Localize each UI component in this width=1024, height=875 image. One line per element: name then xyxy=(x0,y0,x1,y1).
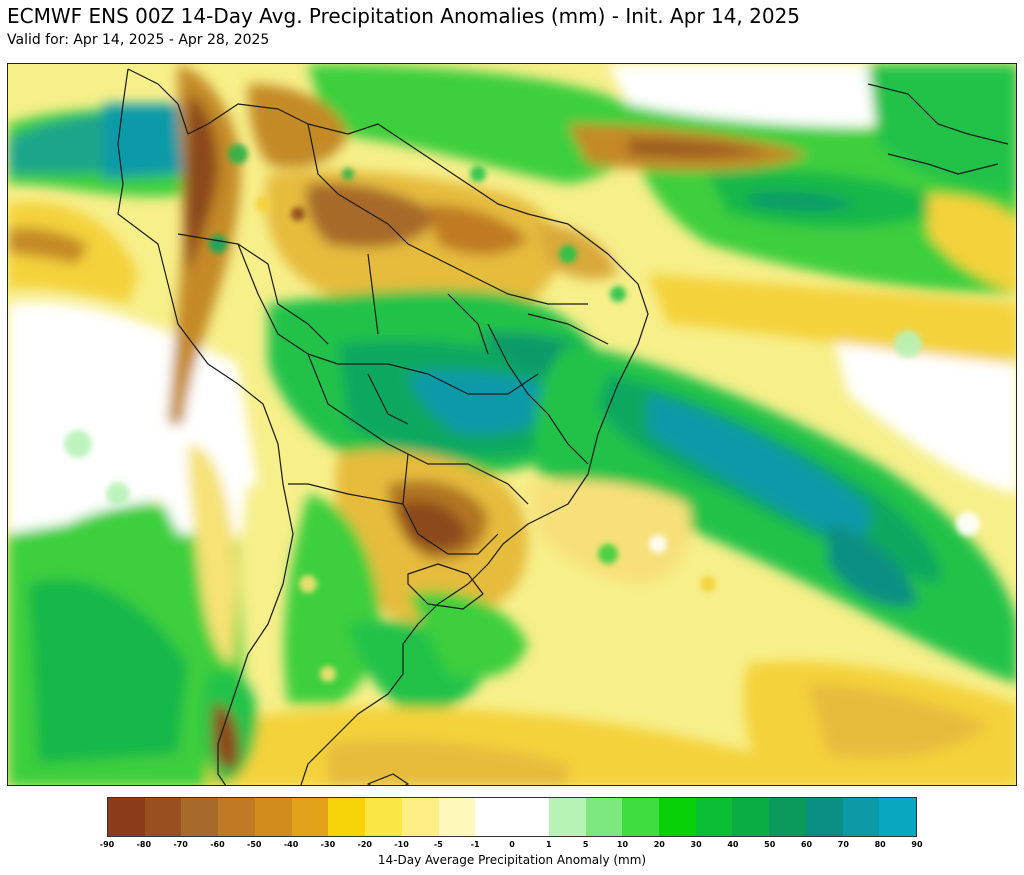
colorbar-swatch xyxy=(438,798,476,836)
colorbar-tick-label: -60 xyxy=(210,840,225,849)
colorbar-swatch xyxy=(805,798,843,836)
country-borders xyxy=(117,68,1009,785)
colorbar-tick-label: -20 xyxy=(357,840,372,849)
colorbar-swatch xyxy=(475,798,513,836)
colorbar-swatch xyxy=(695,798,733,836)
colorbar-tick-label: -70 xyxy=(173,840,188,849)
colorbar-swatch xyxy=(291,798,329,836)
colorbar-tick-label: -80 xyxy=(136,840,152,849)
colorbar-swatch xyxy=(585,798,623,836)
colorbar-tick-label: 10 xyxy=(616,840,629,849)
colorbar-tick-label: 1 xyxy=(546,840,552,849)
map-title: ECMWF ENS 00Z 14-Day Avg. Precipitation … xyxy=(7,4,801,28)
precipitation-anomaly-map[interactable] xyxy=(7,63,1017,786)
colorbar-tick-label: 30 xyxy=(690,840,702,849)
colorbar-swatch xyxy=(659,798,696,836)
colorbar-tick-label: -30 xyxy=(320,840,336,849)
map-canvas xyxy=(8,64,1016,785)
colorbar-tick-label: 90 xyxy=(911,840,923,849)
colorbar-tick-label: 0 xyxy=(509,840,515,849)
colorbar-tick-label: 5 xyxy=(582,840,589,849)
colorbar-tick-label: -10 xyxy=(394,840,409,849)
colorbar-tick-label: -90 xyxy=(99,840,115,849)
colorbar xyxy=(107,797,917,837)
colorbar-tick-label: -5 xyxy=(433,840,443,849)
anomaly-speckles xyxy=(64,144,980,682)
colorbar-swatch xyxy=(548,798,586,836)
colorbar-swatch xyxy=(879,798,917,836)
colorbar-swatch xyxy=(328,798,366,836)
colorbar-label: 14-Day Average Precipitation Anomaly (mm… xyxy=(377,853,647,867)
colorbar-swatch xyxy=(365,798,402,836)
colorbar-tick-label: 20 xyxy=(653,840,665,849)
colorbar-ticks: -90 -80 -70 -60 -50 -40 -30 -20 -10 -5 -1 0 1 5 10 20 30… xyxy=(100,840,923,852)
colorbar-swatch xyxy=(401,798,439,836)
colorbar-tick-label: 80 xyxy=(874,840,886,849)
colorbar-tick-label: 50 xyxy=(764,840,776,849)
colorbar-swatch xyxy=(144,798,182,836)
colorbar-swatch xyxy=(108,798,145,836)
colorbar-swatch xyxy=(512,798,549,836)
colorbar-swatch xyxy=(218,798,255,836)
anomaly-field xyxy=(8,64,1016,785)
colorbar-tick-label: -50 xyxy=(247,840,262,849)
colorbar-swatch xyxy=(622,798,660,836)
colorbar-swatch xyxy=(254,798,292,836)
colorbar-tick-label: -1 xyxy=(470,840,480,849)
colorbar-swatch xyxy=(769,798,806,836)
colorbar-tick-label: -40 xyxy=(283,840,299,849)
colorbar-swatch xyxy=(181,798,219,836)
colorbar-tick-label: 60 xyxy=(800,840,813,849)
colorbar-swatch xyxy=(732,798,770,836)
colorbar-swatch xyxy=(842,798,880,836)
colorbar-tick-label: 70 xyxy=(837,840,849,849)
colorbar-tick-label: 40 xyxy=(727,840,739,849)
map-subtitle: Valid for: Apr 14, 2025 - Apr 28, 2025 xyxy=(7,32,270,48)
